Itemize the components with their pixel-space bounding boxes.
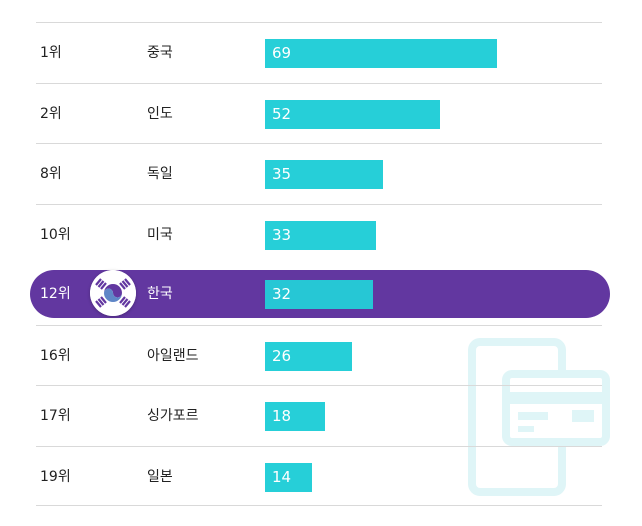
bar bbox=[265, 99, 440, 129]
table-row: 19위 일본 14 bbox=[36, 445, 602, 506]
rank-label: 10위 bbox=[40, 226, 71, 243]
bar-value-label: 52 bbox=[272, 104, 292, 123]
korea-flag-emblem-icon bbox=[90, 270, 136, 316]
country-label: 미국 bbox=[147, 226, 173, 243]
table-row: 2위 인도 52 bbox=[36, 82, 602, 143]
rank-label: 1위 bbox=[40, 45, 62, 61]
table-row: 1위 중국 69 bbox=[36, 22, 602, 82]
country-label: 싱가포르 bbox=[147, 408, 199, 424]
bar bbox=[265, 160, 383, 189]
table-row: 17위 싱가포르 18 bbox=[36, 385, 602, 445]
country-label: 아일랜드 bbox=[147, 347, 199, 364]
table-row: 8위 독일 35 bbox=[36, 143, 602, 203]
country-label: 일본 bbox=[147, 468, 173, 485]
bar-value-label: 32 bbox=[272, 285, 292, 303]
country-label: 독일 bbox=[147, 166, 173, 182]
rank-label: 17위 bbox=[40, 408, 71, 424]
bar-value-label: 33 bbox=[272, 225, 292, 244]
bar-value-label: 14 bbox=[272, 467, 292, 486]
bar-value-label: 26 bbox=[272, 346, 292, 365]
bar bbox=[265, 39, 497, 68]
bar bbox=[265, 462, 313, 492]
bar-value-label: 18 bbox=[272, 407, 292, 425]
table-row: 10위 미국 33 bbox=[36, 203, 602, 264]
rank-label: 16위 bbox=[40, 347, 71, 364]
country-label: 한국 bbox=[147, 286, 173, 302]
bar bbox=[265, 280, 373, 309]
rank-label: 12위 bbox=[40, 286, 71, 302]
rank-label: 2위 bbox=[40, 105, 62, 122]
rank-label: 19위 bbox=[40, 468, 71, 485]
rank-label: 8위 bbox=[40, 166, 62, 182]
table-row: 12위 한국 32 bbox=[30, 264, 610, 324]
table-row: 16위 아일랜드 26 bbox=[36, 324, 602, 385]
country-label: 인도 bbox=[147, 105, 173, 122]
bar bbox=[265, 341, 353, 371]
phone-card-icon bbox=[468, 338, 610, 496]
bar-value-label: 69 bbox=[272, 44, 292, 62]
bar-value-label: 35 bbox=[272, 165, 292, 183]
country-label: 중국 bbox=[147, 45, 173, 61]
bar bbox=[265, 402, 326, 431]
bar bbox=[265, 220, 376, 250]
